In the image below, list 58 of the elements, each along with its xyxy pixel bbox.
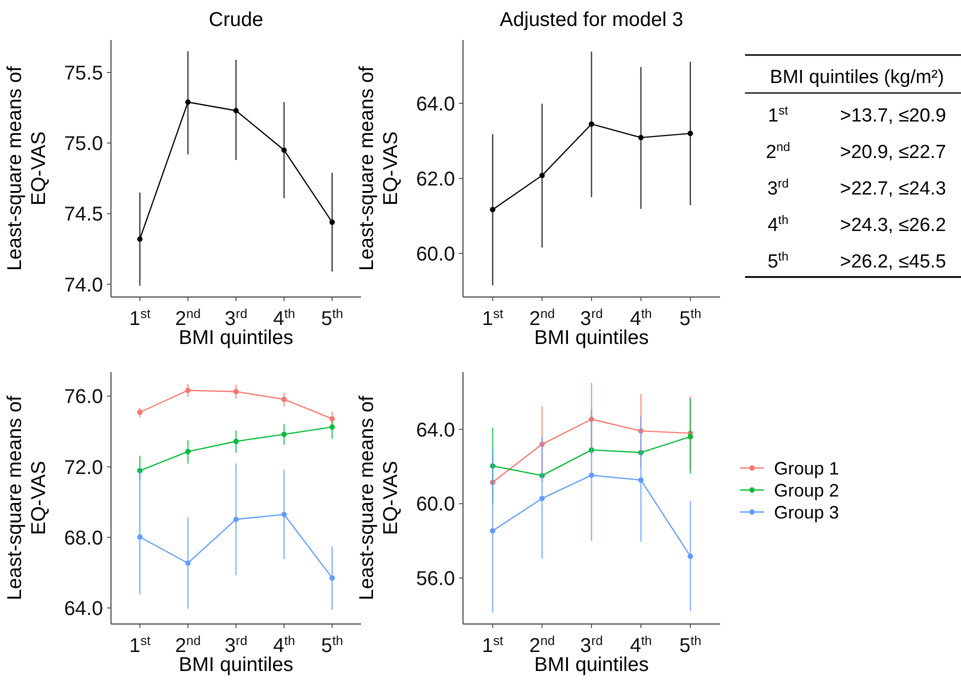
category-label: 1$^{st}$ (768, 104, 789, 127)
text: >20.9, ≤22.7 (840, 142, 946, 164)
y-tick-label: 62.0 (416, 168, 455, 190)
text: >22.7, ≤24.3 (840, 178, 946, 200)
text: >13.7, ≤20.9 (840, 106, 946, 127)
x-tick-label: 4$^{th}$ (630, 632, 652, 657)
x-axis-title: BMI quintiles (534, 327, 649, 349)
chart-title: Adjusted for model 3 (500, 9, 684, 31)
x-tick-label: 5$^{th}$ (321, 306, 344, 330)
x-tick-label: 3$^{rd}$ (580, 306, 603, 330)
y-tick-label: 74.0 (64, 274, 103, 296)
x-axis-title: BMI quintiles (178, 327, 294, 349)
y-axis-title: Least-square means of EQ-VAS (356, 66, 402, 271)
y-tick-label: 64.0 (64, 598, 103, 620)
y-axis-title: Least-square means of EQ-VAS (4, 395, 50, 600)
y-tick-label: 68.0 (64, 527, 103, 550)
category-label: 2$^{nd}$ (766, 140, 790, 164)
x-tick-label: 2$^{nd}$ (529, 306, 555, 330)
legend-label: Group 2 (774, 480, 840, 500)
x-tick-label: 5$^{th}$ (679, 632, 702, 657)
x-tick-label: 2$^{nd}$ (175, 632, 201, 657)
y-tick-label: 75.0 (64, 133, 103, 156)
category-label: 4$^{th}$ (768, 213, 789, 236)
x-tick-label: 4$^{th}$ (273, 306, 296, 330)
x-tick-label: 1$^{st}$ (482, 632, 504, 657)
x-tick-label: 4$^{th}$ (630, 306, 652, 330)
legend-label: Group 3 (774, 502, 840, 522)
category-label: 3$^{rd}$ (767, 176, 789, 200)
y-tick-label: 74.5 (64, 204, 103, 226)
x-tick-label: 3$^{rd}$ (224, 632, 248, 657)
x-tick-label: 1$^{st}$ (482, 306, 504, 330)
y-tick-label: 56.0 (416, 568, 455, 590)
legend-label: Group 1 (774, 458, 840, 478)
x-axis-title: BMI quintiles (178, 654, 294, 676)
x-tick-label: 4$^{th}$ (273, 632, 296, 657)
y-tick-label: 64.0 (416, 93, 455, 116)
x-tick-label: 2$^{nd}$ (529, 632, 555, 657)
y-tick-label: 64.0 (416, 419, 455, 442)
x-axis-title: BMI quintiles (534, 654, 649, 676)
x-tick-label: 3$^{rd}$ (580, 632, 603, 657)
x-tick-label: 5$^{th}$ (321, 632, 344, 657)
y-axis-title: Least-square means of EQ-VAS (356, 395, 402, 600)
text: >26.2, ≤45.5 (840, 252, 946, 273)
chart-title: Crude (208, 9, 264, 31)
x-tick-label: 1$^{st}$ (129, 632, 151, 657)
text: BMI quintiles (kg/m²) (770, 67, 944, 88)
x-tick-label: 5$^{th}$ (679, 306, 702, 330)
y-tick-label: 72.0 (64, 456, 103, 479)
text: >24.3, ≤26.2 (840, 215, 946, 236)
y-tick-label: 76.0 (64, 386, 103, 408)
x-tick-label: 2$^{nd}$ (175, 306, 201, 330)
y-tick-label: 75.5 (64, 62, 103, 84)
x-tick-label: 3$^{rd}$ (224, 306, 248, 330)
category-label: 5$^{th}$ (768, 250, 789, 273)
x-tick-label: 1$^{st}$ (129, 306, 151, 330)
y-axis-title: Least-square means of EQ-VAS (4, 66, 50, 271)
y-tick-label: 60.0 (416, 494, 455, 516)
y-tick-label: 60.0 (416, 243, 455, 266)
